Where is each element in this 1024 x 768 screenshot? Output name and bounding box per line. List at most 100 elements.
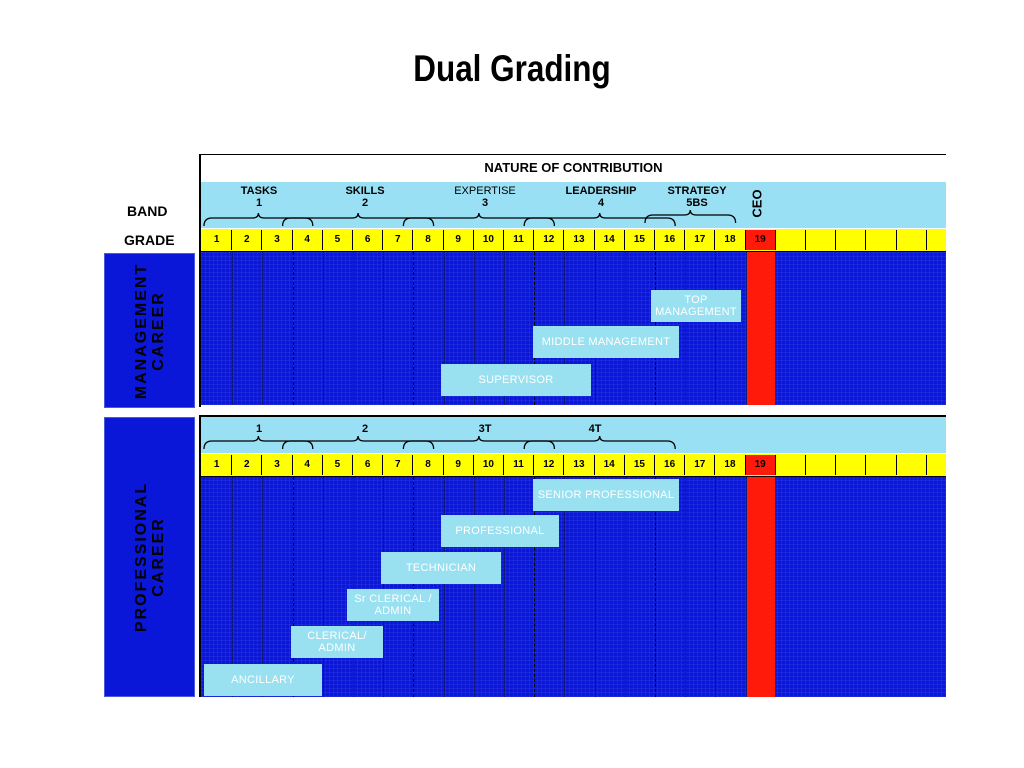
- management-grade-empty: [896, 230, 927, 250]
- band-bracket: [281, 212, 435, 227]
- management-band-divider: [292, 252, 294, 405]
- management-ceo-column: [746, 252, 775, 405]
- professional-grade-divider: [715, 477, 717, 697]
- page-title: Dual Grading: [413, 48, 611, 89]
- professional-grade-4: 4: [292, 455, 323, 475]
- role-clerical-admin: CLERICAL/ ADMIN: [291, 626, 383, 658]
- management-grade-19: 19: [745, 230, 776, 250]
- professional-grid: SENIOR PROFESSIONAL PROFESSIONAL TECHNICIA…: [201, 477, 946, 697]
- management-band-row: TASKS 1 SKILLS 2 EXPERTISE 3 LEADERSHIP 4 STRATE…: [201, 182, 946, 228]
- professional-grade-7: 7: [383, 455, 414, 475]
- band-label-strategy: STRATEGY 5BS: [667, 185, 727, 209]
- band-label-tasks: TASKS 1: [240, 185, 278, 209]
- professional-grade-9: 9: [443, 455, 474, 475]
- professional-career-label: PROFESSIONAL CAREER: [132, 481, 167, 633]
- professional-grade-row: 1 2 3 4 5 6 7 8 9 10 11 12 13 14 15 16 17 18 19: [201, 454, 946, 477]
- management-grade-divider: [745, 252, 747, 405]
- band-label: BAND: [127, 203, 168, 219]
- management-grade-8: 8: [413, 230, 444, 250]
- professional-grade-divider: [262, 477, 264, 697]
- role-ancillary: ANCILLARY: [204, 664, 322, 696]
- role-professional: PROFESSIONAL: [441, 515, 559, 547]
- professional-grade-empty: [836, 455, 867, 475]
- professional-grade-11: 11: [504, 455, 535, 475]
- management-grade-divider: [353, 252, 354, 405]
- professional-grade-16: 16: [655, 455, 686, 475]
- ceo-label: CEO: [749, 189, 765, 218]
- management-grade-2: 2: [232, 230, 263, 250]
- professional-grade-empty: [775, 455, 806, 475]
- management-grade-18: 18: [715, 230, 746, 250]
- management-grade-3: 3: [262, 230, 293, 250]
- management-grade-empty: [866, 230, 897, 250]
- band-bracket: [402, 212, 556, 227]
- management-grade-divider: [232, 252, 234, 405]
- management-grade-divider: [504, 252, 505, 405]
- management-grade-empty: [806, 230, 837, 250]
- management-grade-empty: [836, 230, 867, 250]
- professional-grade-8: 8: [413, 455, 444, 475]
- professional-grade-divider: [383, 477, 385, 697]
- professional-grade-6: 6: [353, 455, 384, 475]
- management-grade-empty: [775, 230, 806, 250]
- management-career-sidebar: MANAGEMENT CAREER: [104, 253, 195, 408]
- management-grade-5: 5: [322, 230, 353, 250]
- professional-band-label-4t: 4T: [588, 423, 602, 435]
- management-grade-9: 9: [443, 230, 474, 250]
- band-bracket: [644, 209, 737, 224]
- professional-grade-3: 3: [262, 455, 293, 475]
- professional-grade-2: 2: [232, 455, 263, 475]
- professional-band-brackets: [203, 435, 676, 450]
- grade-label: GRADE: [124, 232, 175, 248]
- professional-grade-divider: [624, 477, 626, 697]
- management-grade-divider: [262, 252, 264, 405]
- professional-grade-12: 12: [534, 455, 565, 475]
- role-top-management: TOP MANAGEMENT: [651, 290, 741, 322]
- management-grade-divider: [473, 252, 475, 405]
- professional-grade-divider: [504, 477, 505, 697]
- management-grade-15: 15: [624, 230, 655, 250]
- management-band-divider: [413, 252, 415, 405]
- management-grade-divider: [383, 252, 385, 405]
- professional-band-bracket: [523, 435, 676, 450]
- management-grade-divider: [443, 252, 445, 405]
- professional-grade-13: 13: [564, 455, 595, 475]
- professional-band-bracket: [402, 435, 556, 450]
- professional-grade-divider: [322, 477, 324, 697]
- management-grade-17: 17: [685, 230, 716, 250]
- professional-grade-empty: [896, 455, 927, 475]
- role-middle-management: MIDDLE MANAGEMENT: [533, 326, 679, 358]
- professional-band-label-1: 1: [255, 423, 263, 435]
- professional-grade-divider: [473, 477, 475, 697]
- management-grade-row: 1 2 3 4 5 6 7 8 9 10 11 12 13 14 15 16 17 18 19: [201, 229, 946, 252]
- management-grade-12: 12: [534, 230, 565, 250]
- professional-grade-empty: [806, 455, 837, 475]
- professional-panel: 1 2 3T 4T 1 2 3 4 5 6 7 8 9 10 11 12 13 14 15 16 17 18 19 SEN…: [199, 415, 946, 697]
- professional-band-bracket: [203, 435, 314, 450]
- role-supervisor: SUPERVISOR: [441, 364, 591, 396]
- professional-band-divider: [655, 477, 656, 697]
- management-grade-10: 10: [473, 230, 504, 250]
- management-career-label: MANAGEMENT CAREER: [132, 262, 167, 399]
- professional-grade-15: 15: [624, 455, 655, 475]
- management-grade-14: 14: [594, 230, 625, 250]
- management-grade-divider: [685, 252, 687, 405]
- management-grade-divider: [715, 252, 717, 405]
- band-brackets: [203, 209, 737, 227]
- professional-grade-14: 14: [594, 455, 625, 475]
- professional-grade-divider: [353, 477, 354, 697]
- management-grid: TOP MANAGEMENT MIDDLE MANAGEMENT SUPERVISO…: [201, 252, 946, 405]
- professional-grade-divider: [594, 477, 596, 697]
- management-grade-divider: [322, 252, 324, 405]
- professional-grade-divider: [564, 477, 566, 697]
- management-panel: NATURE OF CONTRIBUTION TASKS 1 SKILLS 2 EXPE…: [199, 154, 946, 407]
- professional-grade-17: 17: [685, 455, 716, 475]
- professional-grade-divider: [443, 477, 445, 697]
- professional-band-label-2: 2: [361, 423, 369, 435]
- professional-band-row: 1 2 3T 4T: [201, 417, 946, 453]
- management-grade-16: 16: [655, 230, 686, 250]
- professional-grade-19: 19: [745, 455, 776, 475]
- management-grade-4: 4: [292, 230, 323, 250]
- role-sr-clerical-admin: Sr CLERICAL / ADMIN: [347, 589, 439, 621]
- professional-band-divider: [534, 477, 536, 697]
